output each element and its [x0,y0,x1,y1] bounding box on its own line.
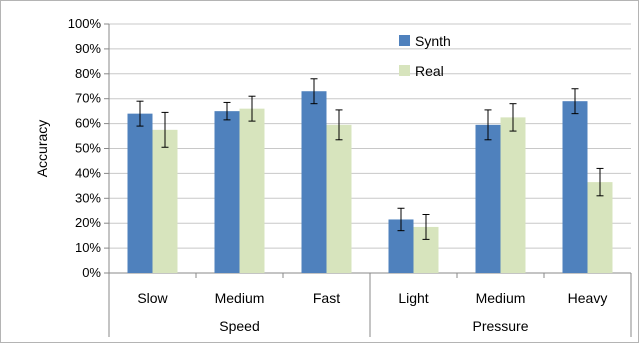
bar-real [500,117,526,273]
y-tick-label: 60% [75,116,101,131]
legend-label: Real [415,63,444,79]
y-tick-label: 70% [75,91,101,106]
bar-real [587,182,613,273]
y-tick-label: 20% [75,215,101,230]
y-tick-label: 80% [75,66,101,81]
legend-swatch-real [399,65,410,76]
y-tick-label: 100% [68,16,102,31]
y-tick-label: 90% [75,41,101,56]
bar-real [326,124,352,273]
bar-synth [214,111,240,274]
x-category-label: Heavy [568,290,608,306]
y-tick-label: 0% [82,265,101,280]
x-category-label: Medium [215,290,265,306]
legend-swatch-synth [399,35,410,46]
y-tick-label: 10% [75,240,101,255]
bar-real [152,129,178,273]
x-category-label: Light [398,290,428,306]
bar-synth [562,101,588,273]
y-tick-label: 50% [75,141,101,156]
bar-synth [127,113,153,273]
x-category-label: Fast [313,290,340,306]
bar-synth [301,91,327,273]
x-group-label: Speed [219,318,259,334]
y-axis-label: Accuracy [34,120,50,178]
x-group-label: Pressure [472,318,528,334]
x-category-label: Slow [137,290,168,306]
bar-real [239,108,265,273]
bar-synth [475,124,501,273]
x-category-label: Medium [476,290,526,306]
y-tick-label: 40% [75,165,101,180]
legend-label: Synth [415,33,451,49]
y-tick-label: 30% [75,190,101,205]
